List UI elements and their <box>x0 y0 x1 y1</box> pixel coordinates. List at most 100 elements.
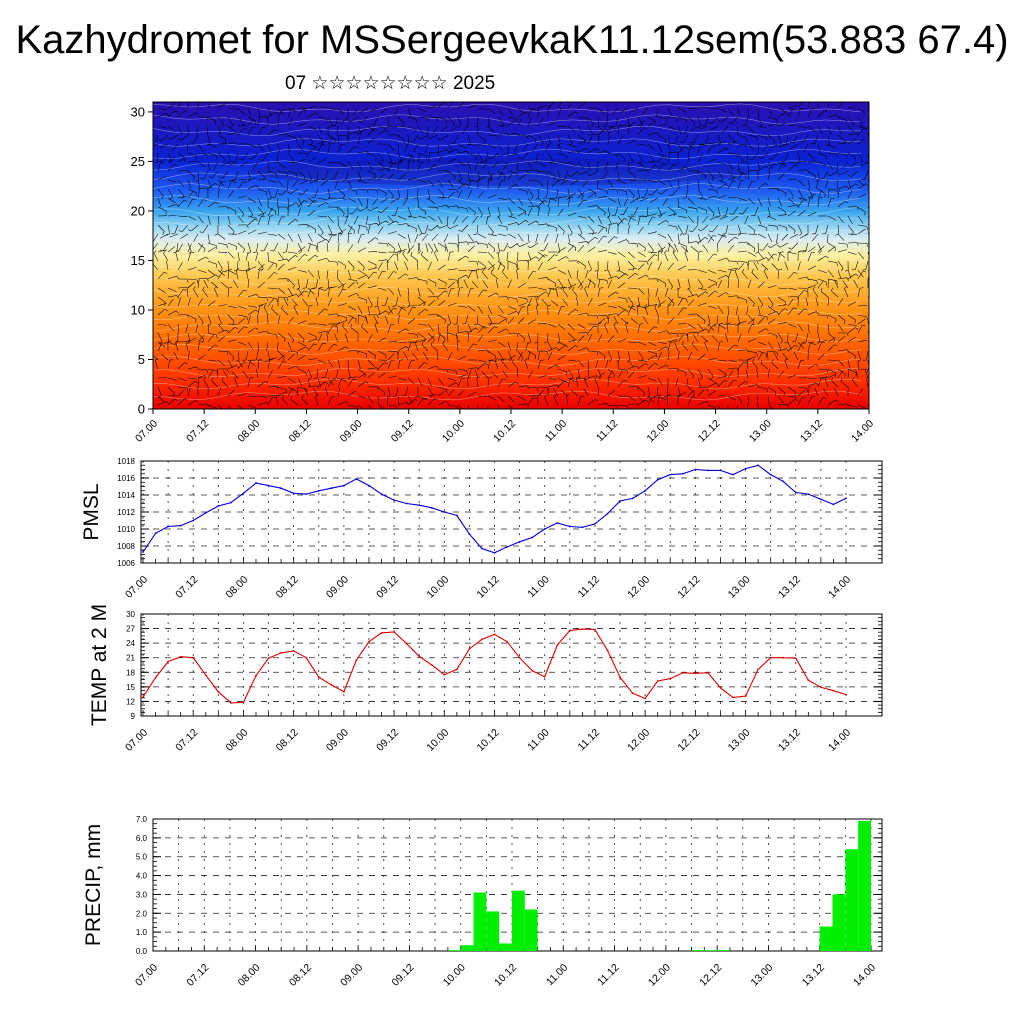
wind-barb-flag <box>756 352 758 357</box>
wind-barb-flag <box>653 395 658 398</box>
wind-barb-flag <box>256 294 260 298</box>
wind-barb <box>327 224 333 234</box>
wind-barb <box>357 314 367 319</box>
wind-barb-flag <box>864 212 866 216</box>
wind-barb-flag <box>226 351 229 355</box>
data-point <box>393 499 395 501</box>
wind-barb-flag <box>765 328 769 332</box>
data-point <box>418 655 421 658</box>
wind-barb-flag <box>456 406 458 409</box>
wind-barb <box>337 377 347 382</box>
wind-barb <box>677 242 687 247</box>
wind-barb <box>587 260 592 270</box>
wind-barb-flag <box>682 233 687 235</box>
wind-barb <box>327 144 330 154</box>
wind-barb <box>457 206 467 209</box>
wind-barb-flag <box>866 316 868 321</box>
wind-barb <box>447 377 457 382</box>
wind-barb-flag <box>362 267 365 271</box>
wind-barb <box>437 333 441 343</box>
wind-barb <box>277 133 287 136</box>
wind-barb-flag <box>527 341 531 345</box>
wind-barb <box>671 188 679 196</box>
data-point <box>719 686 722 689</box>
wind-barb <box>667 242 675 250</box>
wind-barb <box>327 107 337 111</box>
wind-barb-flag <box>623 158 626 163</box>
wind-barb <box>857 242 868 244</box>
wind-barb-flag <box>437 138 441 141</box>
wind-barb-flag <box>291 339 295 344</box>
wind-barb-flag <box>405 346 409 349</box>
wind-barb-flag <box>436 151 439 156</box>
wind-barb <box>647 152 654 161</box>
y-tick-label: 3.0 <box>136 890 148 899</box>
data-point <box>230 501 232 504</box>
wind-barb <box>497 341 506 348</box>
data-point <box>669 473 672 476</box>
wind-barb <box>687 197 695 205</box>
wind-barb <box>537 188 539 199</box>
wind-barb <box>507 341 511 351</box>
wind-barb-flag <box>639 323 644 325</box>
wind-barb <box>737 296 747 301</box>
wind-barb-flag <box>374 321 378 325</box>
wind-barb <box>644 188 649 198</box>
wind-barb <box>587 116 594 125</box>
wind-barb <box>587 188 597 194</box>
wind-barb <box>327 116 333 126</box>
data-point <box>242 492 245 495</box>
wind-barb <box>497 215 503 225</box>
wind-barb <box>487 292 497 298</box>
wind-barb-flag <box>515 381 519 385</box>
wind-barb <box>447 116 455 124</box>
wind-barb-flag <box>434 398 438 401</box>
wind-barb <box>457 243 460 253</box>
wind-barb <box>157 296 166 303</box>
wind-barb-flag <box>696 170 699 175</box>
wind-barb <box>637 324 641 334</box>
wind-barb <box>207 269 216 276</box>
wind-barb-flag <box>392 163 397 165</box>
data-point <box>568 629 571 632</box>
wind-barb-flag <box>782 163 787 165</box>
y-axis-label: PMSL <box>80 483 103 540</box>
wind-barb <box>657 341 667 345</box>
wind-barb <box>317 197 327 201</box>
wind-barb-flag <box>606 315 609 320</box>
wind-barb <box>527 319 536 325</box>
wind-barb <box>217 189 220 199</box>
wind-barb <box>275 396 279 406</box>
wind-barb-flag <box>364 374 366 378</box>
wind-barb-flag <box>556 384 559 388</box>
wind-barb-flag <box>674 339 678 343</box>
wind-barb <box>544 396 549 406</box>
wind-barb <box>844 288 849 298</box>
wind-barb-flag <box>199 341 204 343</box>
wind-barb <box>447 278 457 281</box>
wind-barb <box>677 334 684 343</box>
wind-barb-flag <box>826 369 829 374</box>
wind-barb <box>177 125 183 135</box>
wind-barb <box>387 242 396 250</box>
wind-barb-flag <box>625 125 629 128</box>
wind-barb <box>717 359 727 362</box>
wind-barb <box>437 215 443 225</box>
wind-barb <box>427 365 437 370</box>
wind-barb-flag <box>506 296 509 301</box>
wind-barb-flag <box>486 244 488 248</box>
wind-barb-flag <box>236 132 240 136</box>
wind-barb-flag <box>442 340 445 344</box>
x-tick-label: 08.12 <box>274 574 301 601</box>
wind-barb-flag <box>691 375 695 380</box>
wind-barb-flag <box>406 251 410 254</box>
wind-barb <box>697 179 700 189</box>
wind-barb-flag <box>666 394 671 397</box>
wind-barb <box>352 107 359 116</box>
wind-barb-flag <box>203 376 207 380</box>
wind-barb <box>207 370 214 379</box>
contour-line <box>153 114 862 125</box>
wind-barb <box>702 244 709 253</box>
x-tick-label: 09.00 <box>324 574 351 601</box>
wind-barb-flag <box>436 296 439 300</box>
